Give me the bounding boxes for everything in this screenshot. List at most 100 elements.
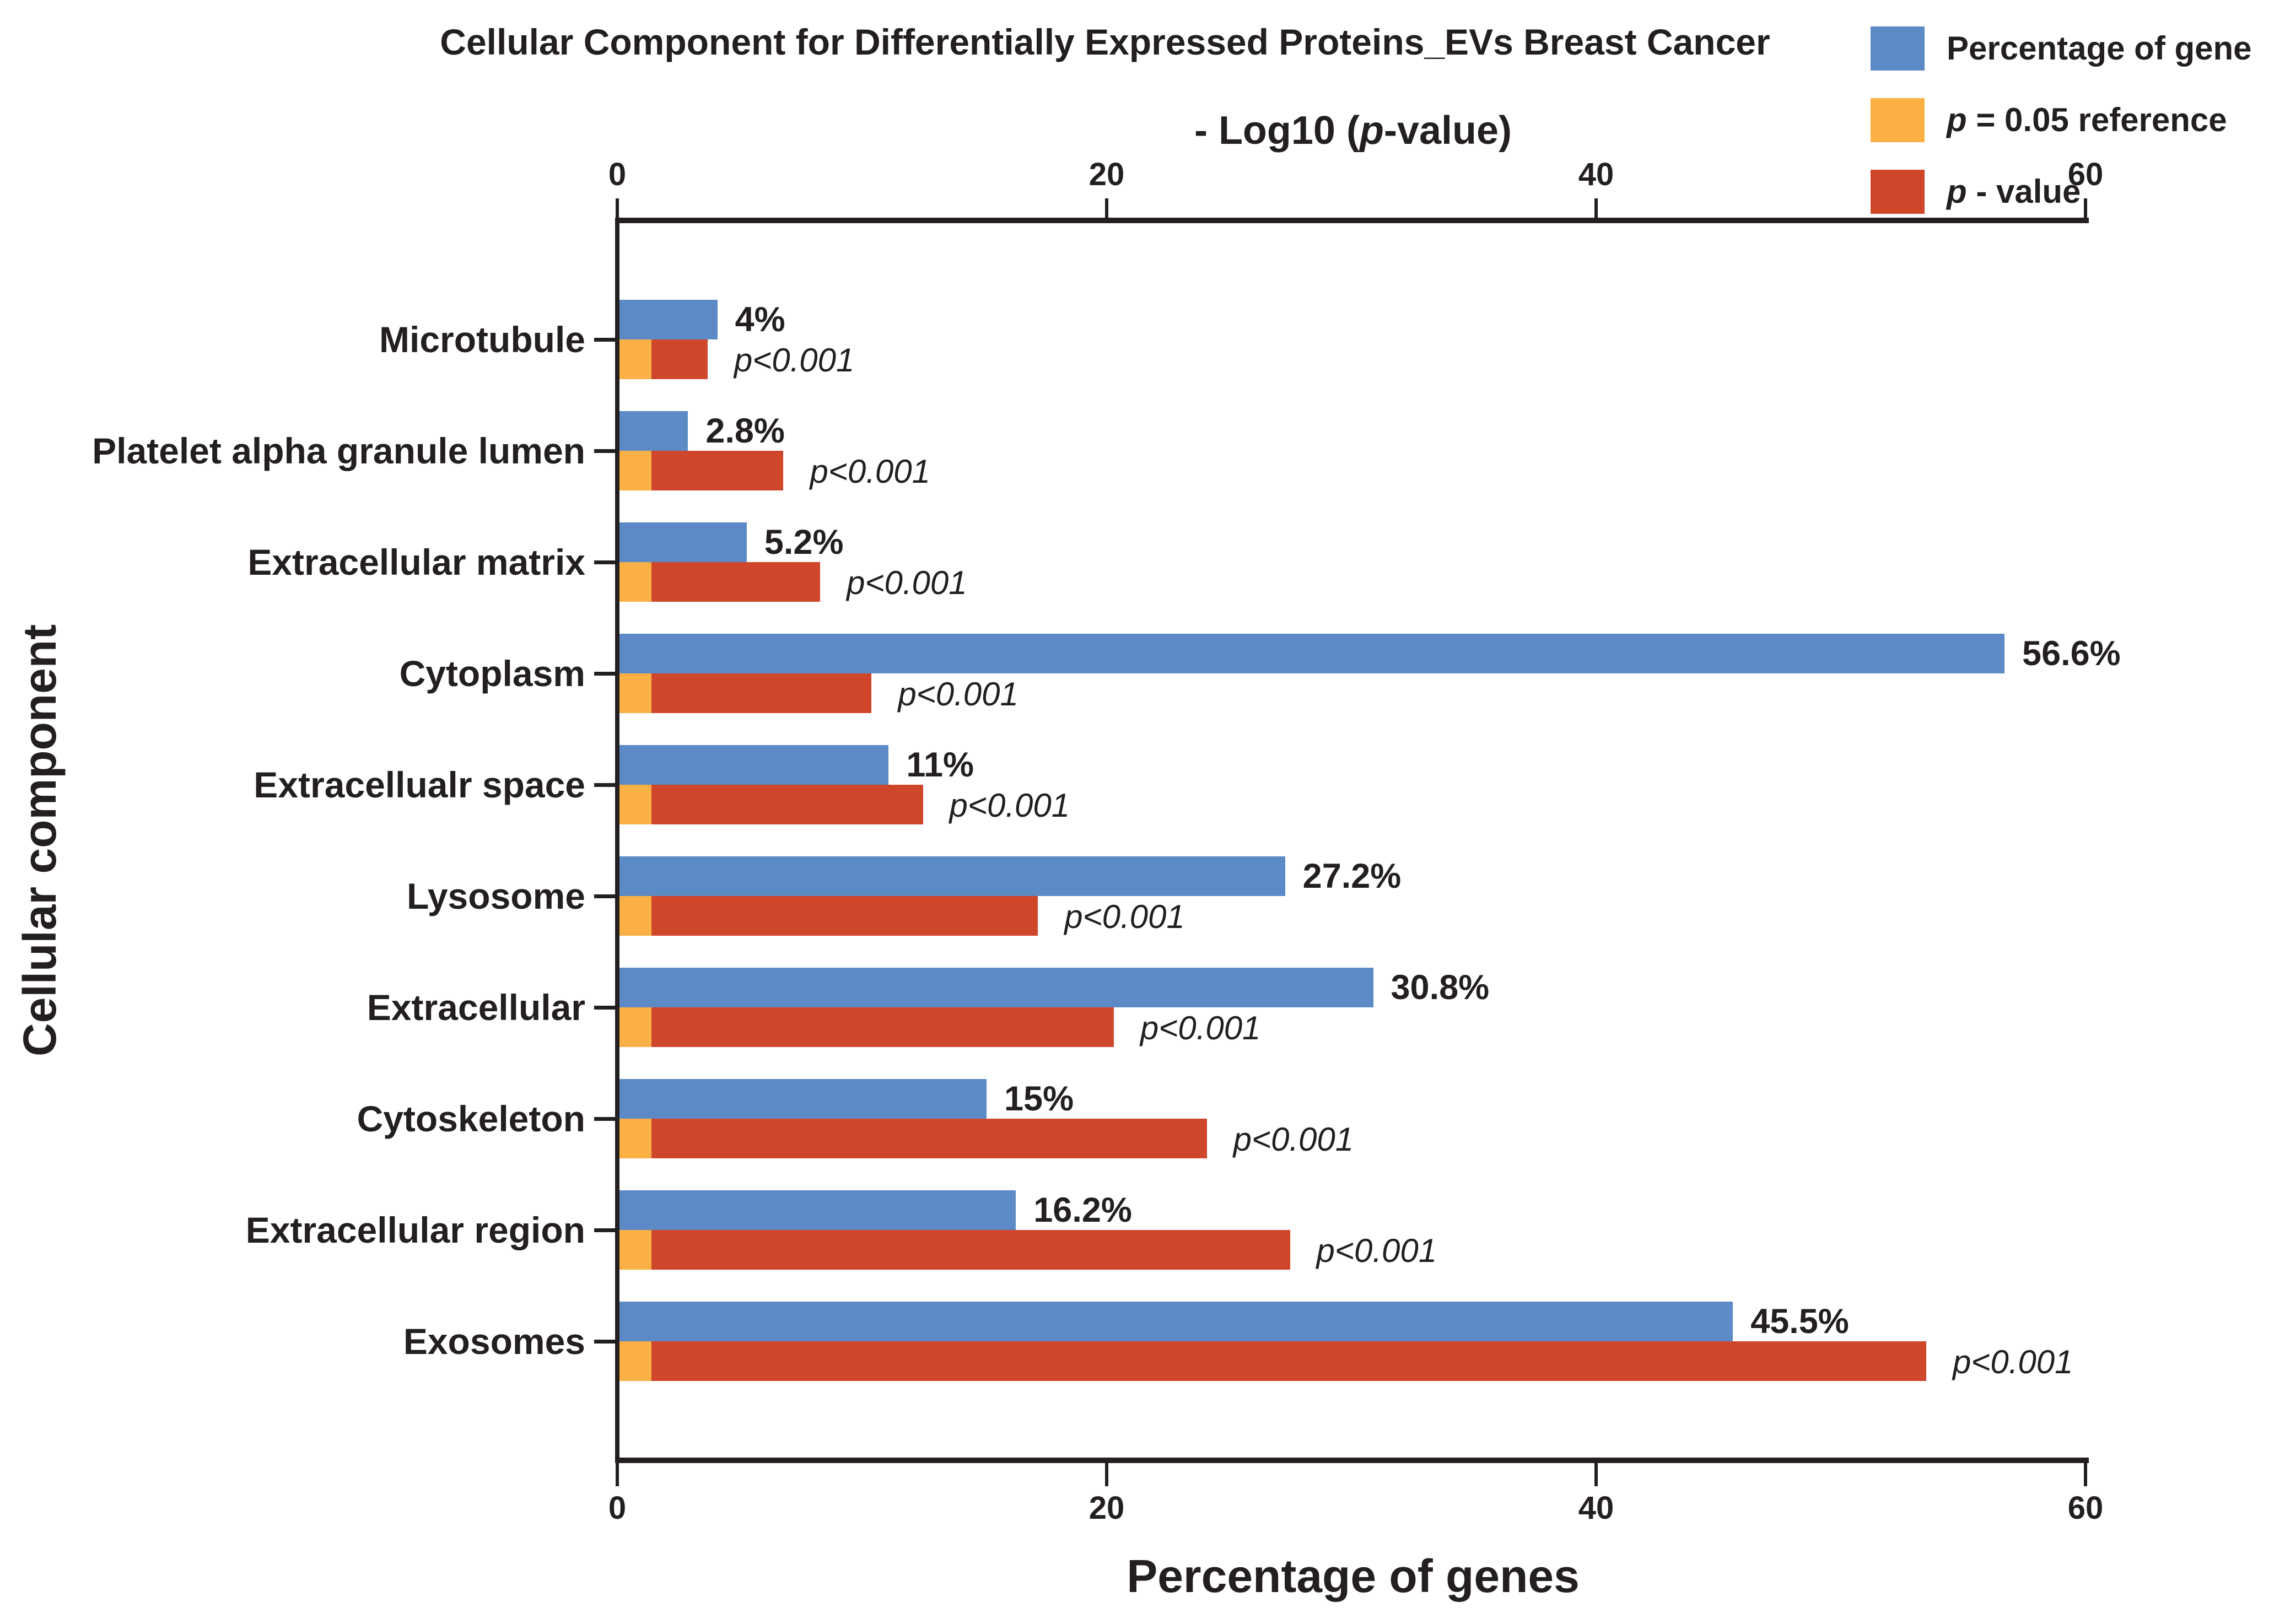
category-tick: [594, 1228, 615, 1232]
bottom-axis-tick-label: 40: [1578, 1490, 1614, 1526]
percentage-bar: [619, 1302, 1733, 1341]
left-axis-line: [615, 218, 619, 1463]
category-tick: [594, 449, 615, 453]
bottom-axis-tick: [1594, 1463, 1598, 1486]
pvalue-label: p<0.001: [810, 453, 931, 490]
x-axis-title: Percentage of genes: [1127, 1550, 1580, 1602]
top-axis-tick: [1105, 198, 1108, 218]
percentage-label: 15%: [1004, 1080, 1074, 1118]
percentage-bar: [619, 411, 688, 451]
top-axis-tick: [2084, 198, 2087, 218]
top-axis-tick-label: 60: [2067, 157, 2104, 192]
bottom-axis-tick: [616, 1463, 619, 1486]
percentage-label: 27.2%: [1302, 857, 1402, 895]
reference-bar: [619, 673, 651, 713]
category-label: Cytoskeleton: [357, 1098, 585, 1139]
percentage-bar: [619, 1079, 987, 1119]
pvalue-label: p<0.001: [734, 342, 855, 379]
pvalue-bar: [651, 339, 708, 379]
percentage-label: 30.8%: [1391, 968, 1490, 1007]
pvalue-label: p<0.001: [847, 564, 967, 601]
percentage-label: 2.8%: [705, 412, 785, 450]
category-label: Cytoplasm: [399, 653, 585, 694]
category-label: Extracellular: [367, 987, 585, 1028]
category-tick: [594, 1117, 615, 1121]
top-axis-title: - Log10 (p-value): [1194, 109, 1512, 153]
pvalue-label: p<0.001: [1064, 898, 1185, 935]
percentage-bar: [619, 634, 2005, 673]
reference-bar: [619, 339, 651, 379]
percentage-label: 4%: [735, 300, 785, 339]
reference-bar: [619, 1007, 651, 1047]
category-tick: [594, 1006, 615, 1010]
reference-bar: [619, 562, 651, 602]
category-label: Platelet alpha granule lumen: [92, 430, 585, 471]
pvalue-label: p<0.001: [1233, 1121, 1354, 1158]
pvalue-bar: [651, 1007, 1114, 1047]
top-axis-line: [615, 218, 2089, 223]
reference-bar: [619, 1119, 651, 1158]
pvalue-label: p<0.001: [1316, 1232, 1437, 1269]
pvalue-bar: [651, 1230, 1290, 1270]
category-tick: [594, 1340, 615, 1344]
pvalue-label: p<0.001: [1140, 1010, 1261, 1046]
pvalue-bar: [651, 1119, 1207, 1158]
legend-label: p - value: [1947, 173, 2081, 210]
category-label: Exosomes: [403, 1321, 585, 1362]
reference-bar: [619, 451, 651, 490]
top-axis-tick: [1594, 198, 1598, 218]
legend-label: Percentage of gene: [1947, 30, 2252, 67]
chart-title: Cellular Component for Differentially Ex…: [440, 21, 1770, 62]
legend-label: p = 0.05 reference: [1947, 101, 2227, 138]
pvalue-bar: [651, 562, 821, 602]
top-axis-tick-label: 20: [1088, 157, 1125, 192]
category-tick: [594, 894, 615, 898]
category-label: Microtubule: [379, 319, 585, 360]
percentage-bar: [619, 522, 747, 562]
bottom-axis-tick-label: 0: [608, 1490, 627, 1526]
bottom-axis-tick: [2084, 1463, 2087, 1486]
bottom-axis-line: [615, 1458, 2089, 1463]
reference-bar: [619, 1230, 651, 1270]
percentage-label: 16.2%: [1033, 1191, 1132, 1229]
category-tick: [594, 783, 615, 787]
reference-bar: [619, 896, 651, 936]
pvalue-label: p<0.001: [1952, 1344, 2073, 1380]
category-tick: [594, 672, 615, 676]
pvalue-label: p<0.001: [949, 787, 1070, 824]
bottom-axis-tick: [1105, 1463, 1108, 1486]
percentage-bar: [619, 968, 1373, 1007]
reference-bar: [619, 1341, 651, 1381]
category-tick: [594, 560, 615, 564]
top-axis-tick-label: 40: [1578, 157, 1614, 192]
category-label: Extracellular matrix: [247, 542, 585, 582]
category-label: Extracellualr space: [254, 764, 585, 805]
pvalue-bar: [651, 451, 784, 490]
percentage-label: 11%: [906, 746, 974, 784]
percentage-label: 45.5%: [1750, 1302, 1849, 1341]
category-tick: [594, 338, 615, 342]
legend-swatch-red: [1871, 170, 1925, 214]
pvalue-bar: [651, 1341, 1926, 1381]
legend-swatch-orange: [1871, 98, 1925, 142]
top-axis-tick: [616, 198, 619, 218]
y-axis-title: Cellular component: [14, 624, 66, 1057]
percentage-label: 56.6%: [2022, 634, 2121, 673]
category-label: Lysosome: [406, 876, 585, 916]
reference-bar: [619, 785, 651, 824]
percentage-label: 5.2%: [764, 523, 844, 562]
pvalue-bar: [651, 673, 872, 713]
pvalue-bar: [651, 785, 923, 824]
percentage-bar: [619, 745, 889, 785]
pvalue-bar: [651, 896, 1038, 936]
legend-swatch-blue: [1871, 26, 1925, 71]
category-label: Extracellular region: [245, 1210, 585, 1250]
bottom-axis-tick-label: 60: [2067, 1490, 2104, 1526]
percentage-bar: [619, 300, 718, 339]
percentage-bar: [619, 856, 1285, 896]
bottom-axis-tick-label: 20: [1088, 1490, 1125, 1526]
pvalue-label: p<0.001: [898, 676, 1019, 713]
percentage-bar: [619, 1190, 1016, 1230]
top-axis-tick-label: 0: [608, 157, 627, 192]
